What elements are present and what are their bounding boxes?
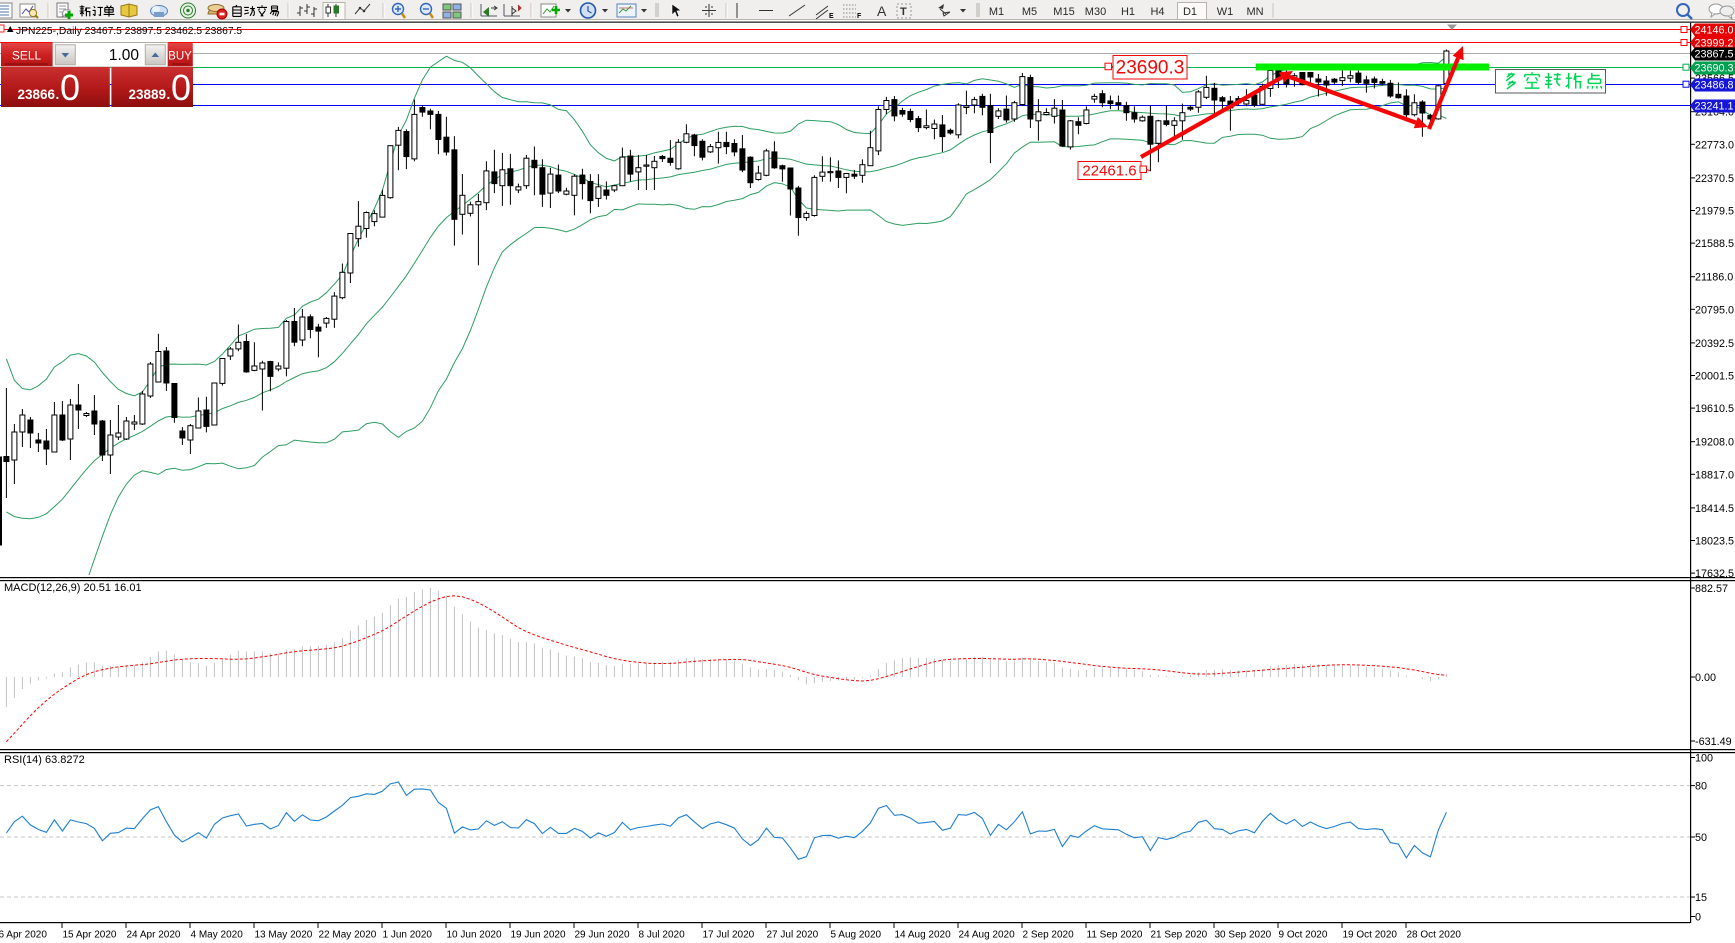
svg-text:14 Aug 2020: 14 Aug 2020 [895,930,952,941]
svg-text:23889: 23889 [128,87,166,102]
svg-text:30 Sep 2020: 30 Sep 2020 [1215,930,1272,941]
svg-text:0: 0 [60,67,80,108]
svg-text:882.57: 882.57 [1695,583,1728,595]
svg-text:15 Apr 2020: 15 Apr 2020 [63,930,117,941]
svg-text:.: . [167,87,171,102]
svg-text:1.00: 1.00 [109,47,140,64]
svg-text:20392.5: 20392.5 [1695,338,1734,350]
svg-text:9 Oct 2020: 9 Oct 2020 [1279,930,1328,941]
svg-text:11 Sep 2020: 11 Sep 2020 [1087,930,1143,941]
svg-text:24 Apr 2020: 24 Apr 2020 [127,930,181,941]
svg-text:18817.0: 18817.0 [1695,469,1734,481]
svg-text:17 Jul 2020: 17 Jul 2020 [703,930,755,941]
svg-text:H4: H4 [1150,6,1164,18]
svg-text:0: 0 [1695,912,1701,924]
svg-text:M5: M5 [1022,6,1037,18]
svg-text:H1: H1 [1121,6,1135,18]
svg-text:100: 100 [1695,753,1713,765]
svg-text:0: 0 [171,67,191,108]
svg-text:M30: M30 [1085,6,1106,18]
svg-text:19610.5: 19610.5 [1695,403,1734,415]
svg-text:21 Sep 2020: 21 Sep 2020 [1151,930,1208,941]
svg-text:A: A [877,3,887,19]
svg-text:22370.5: 22370.5 [1695,173,1734,185]
svg-text:21979.5: 21979.5 [1695,206,1734,218]
svg-text:20001.5: 20001.5 [1695,371,1734,383]
svg-text:19 Oct 2020: 19 Oct 2020 [1343,930,1398,941]
svg-text:10 Jun 2020: 10 Jun 2020 [447,930,502,941]
svg-text:23486.8: 23486.8 [1695,79,1734,91]
svg-text:2 Sep 2020: 2 Sep 2020 [1023,930,1075,941]
svg-text:23866: 23866 [17,87,55,102]
svg-text:.: . [56,87,60,102]
svg-text:0.00: 0.00 [1695,672,1716,684]
svg-text:5 Aug 2020: 5 Aug 2020 [831,930,882,941]
svg-text:21186.0: 21186.0 [1695,272,1733,284]
svg-text:22461.6: 22461.6 [1082,163,1136,180]
svg-text:8 Jul 2020: 8 Jul 2020 [639,930,686,941]
svg-text:M15: M15 [1053,6,1074,18]
svg-text:1 Jun 2020: 1 Jun 2020 [383,930,433,941]
svg-text:23690.3: 23690.3 [1695,62,1734,74]
svg-text:18023.5: 18023.5 [1695,536,1734,548]
svg-text:24 Aug 2020: 24 Aug 2020 [959,930,1016,941]
svg-text:21588.5: 21588.5 [1695,238,1734,250]
svg-text:SELL: SELL [12,49,42,63]
svg-text:27 Jul 2020: 27 Jul 2020 [767,930,819,941]
svg-text:20795.0: 20795.0 [1695,304,1734,316]
svg-text:E: E [829,13,834,20]
svg-text:29 Jun 2020: 29 Jun 2020 [575,930,630,941]
svg-text:T: T [900,6,907,18]
svg-text:JPN225-,Daily 23467.5 23897.5: JPN225-,Daily 23467.5 23897.5 23462.5 23… [16,26,242,37]
svg-text:50: 50 [1695,832,1707,844]
svg-text:D1: D1 [1183,6,1197,18]
svg-text:15: 15 [1695,892,1707,904]
svg-text:23241.1: 23241.1 [1695,100,1734,112]
svg-text:MACD(12,26,9) 20.51 16.01: MACD(12,26,9) 20.51 16.01 [4,582,142,594]
svg-text:23867.5: 23867.5 [1695,48,1734,60]
svg-text:BUY: BUY [168,51,192,63]
svg-text:M1: M1 [989,6,1004,18]
svg-text:19 Jun 2020: 19 Jun 2020 [511,930,566,941]
svg-text:22 May 2020: 22 May 2020 [319,930,377,941]
svg-text:19208.0: 19208.0 [1695,437,1734,449]
svg-text:13 May 2020: 13 May 2020 [255,930,313,941]
svg-text:80: 80 [1695,781,1707,793]
svg-text:W1: W1 [1217,6,1234,18]
svg-text:RSI(14) 63.8272: RSI(14) 63.8272 [4,754,85,766]
svg-text:23999.2: 23999.2 [1695,37,1734,49]
svg-text:28 Oct 2020: 28 Oct 2020 [1407,930,1462,941]
svg-text:-631.49: -631.49 [1695,736,1732,748]
svg-text:17632.5: 17632.5 [1695,568,1734,580]
svg-text:4 May 2020: 4 May 2020 [191,930,244,941]
svg-text:MN: MN [1246,6,1263,18]
svg-text:24146.0: 24146.0 [1695,24,1734,36]
svg-text:22773.0: 22773.0 [1695,139,1734,151]
svg-text:23690.3: 23690.3 [1116,58,1185,79]
svg-text:F: F [857,13,862,20]
svg-text:6 Apr 2020: 6 Apr 2020 [0,930,47,941]
svg-text:18414.5: 18414.5 [1695,503,1734,515]
